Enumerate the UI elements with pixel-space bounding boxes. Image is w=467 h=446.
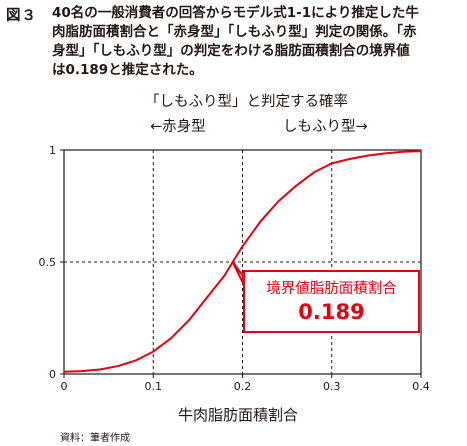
direction-label-left: ←赤身型	[150, 119, 206, 135]
x-tick-label: 0	[61, 380, 68, 393]
caption-line: 身型」「しもふり型」の判定をわける脂肪面積割合の境界値	[52, 43, 410, 59]
y-tick-label: 0.5	[39, 256, 57, 269]
y-tick-label: 0	[49, 368, 56, 381]
plot-frame	[63, 149, 422, 375]
x-tick-label: 0.4	[412, 380, 430, 393]
callout-pointer	[231, 261, 244, 284]
figure-label: 図３	[6, 8, 37, 24]
figure-caption: 40名の一般消費者の回答からモデル式1-1により推定した牛 肉脂肪面積割合と「赤…	[52, 4, 464, 80]
chart-title: 「しもふり型」と判定する確率	[145, 94, 348, 110]
direction-label-right: しもふり型→	[283, 119, 368, 135]
threshold-callout: 境界値脂肪面積割合 0.189	[243, 270, 420, 333]
probability-curve	[63, 150, 422, 373]
x-axis-label: 牛肉脂肪面積割合	[178, 406, 299, 424]
x-tick-label: 0.2	[234, 380, 252, 393]
x-tick-label: 0.1	[145, 380, 163, 393]
caption-line: 40名の一般消費者の回答からモデル式1-1により推定した牛	[52, 5, 419, 21]
threshold-callout-value: 0.189	[298, 300, 365, 324]
caption-line: は0.189と推定された。	[52, 62, 203, 78]
y-tick-label: 1	[49, 144, 56, 157]
source-note: 資料：筆者作成	[60, 433, 130, 444]
caption-line: 肉脂肪面積割合と「赤身型」「しもふり型」判定の関係。「赤	[52, 24, 417, 40]
threshold-callout-title: 境界値脂肪面積割合	[266, 281, 397, 297]
x-tick-label: 0.3	[323, 380, 341, 393]
